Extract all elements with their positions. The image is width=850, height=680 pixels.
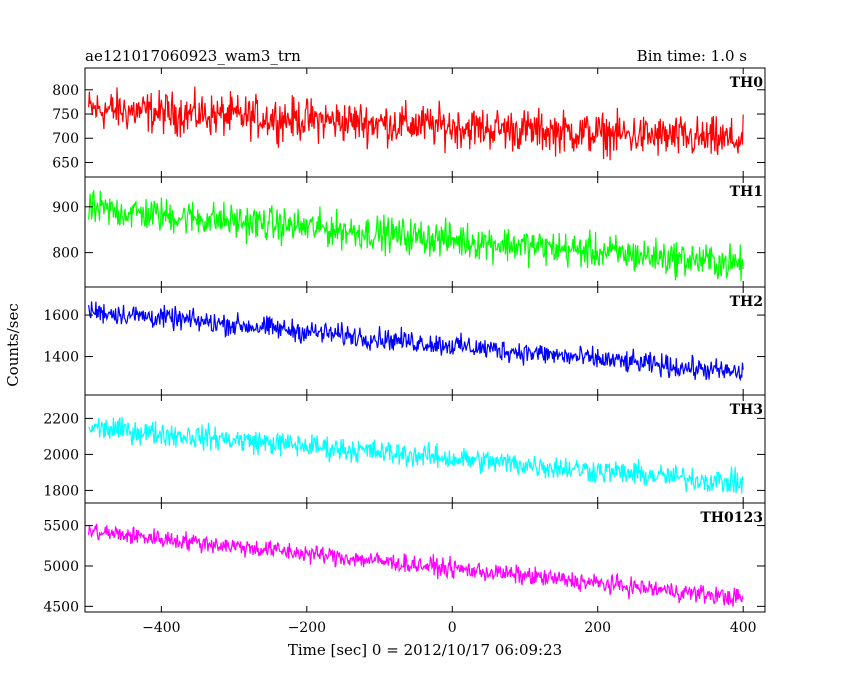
x-axis: −400 −200 0 200 400 — [142, 620, 756, 636]
panels-group: 650 700 750 800 TH0 800 900 TH1 1400 1600 TH2 1800 2… — [43, 67, 766, 615]
y-tick-label: 800 — [52, 83, 79, 99]
x-tick-label: 200 — [584, 620, 611, 636]
series-line-th0 — [88, 86, 744, 161]
y-tick-label: 2000 — [43, 447, 79, 463]
series-line-th3 — [88, 416, 744, 494]
panel-th0123: 4500 5000 5500 TH0123 — [43, 502, 766, 615]
x-tick-label: 0 — [448, 620, 457, 636]
y-tick-label: 900 — [52, 200, 79, 216]
bin-time-label: Bin time: 1.0 s — [637, 47, 747, 65]
panel-label-th0: TH0 — [730, 75, 764, 91]
series-line-th0123 — [88, 523, 744, 607]
panel-label-th1: TH1 — [730, 184, 763, 200]
x-tick-label: −200 — [288, 620, 326, 636]
y-tick-label: 4500 — [43, 599, 79, 615]
panel-th3: 1800 2000 2200 TH3 — [43, 394, 766, 504]
panel-th0: 650 700 750 800 TH0 — [52, 67, 766, 178]
panel-label-th0123: TH0123 — [700, 510, 763, 526]
y-tick-label: 1800 — [43, 483, 79, 499]
y-tick-label: 650 — [52, 155, 79, 171]
y-tick-label: 5000 — [43, 559, 79, 575]
y-tick-label: 1600 — [43, 308, 79, 324]
y-tick-label: 700 — [52, 131, 79, 147]
x-tick-label: 400 — [730, 620, 757, 636]
series-line-th2 — [88, 301, 744, 382]
y-tick-label: 2200 — [43, 411, 79, 427]
y-tick-label: 5500 — [43, 519, 79, 535]
panel-frame — [84, 502, 766, 613]
panel-frame — [84, 286, 766, 396]
y-tick-label: 800 — [52, 246, 79, 262]
panel-th1: 800 900 TH1 — [52, 176, 766, 288]
chart-title: ae121017060923_wam3_trn — [85, 47, 301, 65]
panel-label-th3: TH3 — [730, 402, 763, 418]
panel-th2: 1400 1600 TH2 — [43, 286, 766, 396]
y-tick-label: 1400 — [43, 350, 79, 366]
x-tick-label: −400 — [142, 620, 180, 636]
panel-label-th2: TH2 — [730, 294, 763, 310]
y-tick-label: 750 — [52, 107, 79, 123]
y-axis-title: Counts/sec — [4, 303, 22, 387]
x-axis-title: Time [sec] 0 = 2012/10/17 06:09:23 — [288, 641, 562, 659]
panel-frame — [84, 176, 766, 288]
series-line-th1 — [88, 189, 744, 282]
